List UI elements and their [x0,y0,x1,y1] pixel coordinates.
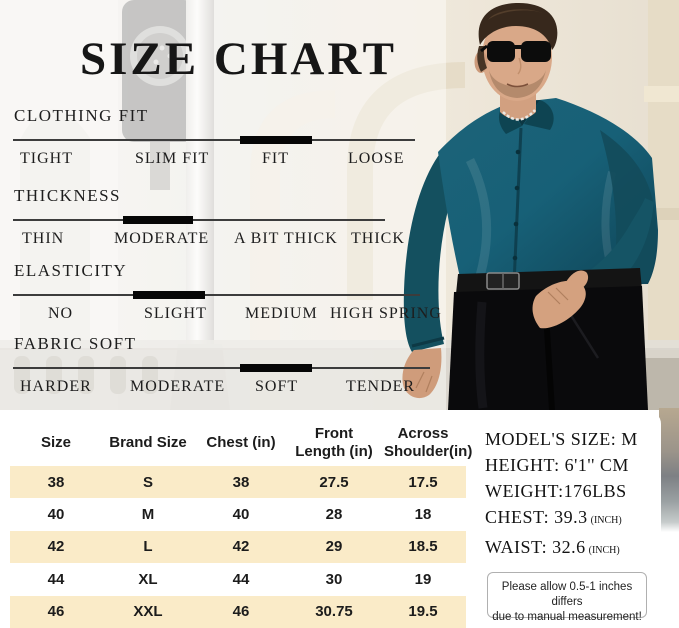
cell-size: 44 [47,570,65,588]
slider-option: SOFT [255,378,299,395]
left-hand [402,336,445,399]
cell-across-shoulder: 17.5 [408,473,438,491]
slider-option: A BIT THICK [234,230,338,247]
cell-brand-size: XXL [133,603,163,621]
slider-thickness: THICKNESS THIN MODERATE A BIT THICK THIC… [0,186,679,260]
cell-across-shoulder: 19 [414,570,432,588]
cell-size: 38 [47,473,65,491]
cell-brand-size: XL [138,570,158,588]
slider-option: LOOSE [348,150,405,167]
selected-range-indicator [123,216,193,224]
column-header: Chest (in) [206,433,276,451]
table-row: 46 XXL 46 30.75 19.5 [10,595,466,628]
slider-title: THICKNESS [14,186,122,205]
slider-option: NO [48,305,74,322]
page-title: SIZE CHART [80,33,397,85]
model-waist-line: WAIST: 32.6 (INCH) [485,537,620,557]
selected-range-indicator [133,291,205,299]
slider-track [13,364,430,372]
cell-across-shoulder: 18 [414,506,432,524]
cell-chest: 40 [232,506,250,524]
table-row: 42 L 42 29 18.5 [10,530,466,564]
model-figure [402,2,658,410]
photo-strip [659,408,679,532]
cell-across-shoulder: 19.5 [408,603,438,621]
column-header: Front Length (in) [295,425,373,460]
cell-chest: 44 [232,570,250,588]
cell-front-length: 27.5 [319,473,349,491]
cell-size: 40 [47,506,65,524]
model-head [474,2,558,101]
slider-track [13,216,385,224]
cell-brand-size: L [143,538,153,556]
slider-option: MEDIUM [245,305,318,322]
selected-range-indicator [240,136,312,144]
cell-brand-size: M [141,506,155,524]
table-row: 38 S 38 27.5 17.5 [10,466,466,499]
measurement-note: Please allow 0.5-1 inches differs due to… [487,572,647,623]
slider-option: SLIGHT [144,305,207,322]
slider-track [13,136,415,144]
cell-chest: 46 [232,603,250,621]
traffic-light [122,0,196,190]
model-height-line: HEIGHT: 6'1'' CM [485,455,629,475]
cell-front-length: 28 [325,506,343,524]
note-line-2: due to manual measurement! [492,611,642,623]
cell-chest: 38 [232,473,250,491]
cell-size: 42 [47,538,65,556]
slider-elasticity: ELASTICITY NO SLIGHT MEDIUM HIGH SPRING [0,261,679,335]
cell-front-length: 29 [325,538,343,556]
hand-in-pocket [532,270,589,329]
model-weight-line: WEIGHT:176LBS [485,481,627,501]
slider-title: CLOTHING FIT [14,106,149,125]
cell-chest: 42 [232,538,250,556]
slider-option: HARDER [20,378,92,395]
slider-option: FIT [262,150,289,167]
slider-option: TIGHT [20,150,73,167]
model-size-line: MODEL'S SIZE: M [485,429,638,449]
model-photo [0,0,679,410]
cell-front-length: 30.75 [315,603,353,621]
slider-option: THIN [22,230,65,247]
slider-option: THICK [351,230,405,247]
column-header: Across Shoulder(in) [384,425,473,460]
sunglasses [480,41,551,62]
slider-clothing-fit: CLOTHING FIT TIGHT SLIM FIT FIT LOOSE [0,106,679,180]
slider-fabric-soft: FABRIC SOFT HARDER MODERATE SOFT TENDER [0,334,679,408]
size-table: Size Brand Size Chest (in) Front Length … [10,419,473,628]
slider-option: HIGH SPRING [330,305,442,322]
slider-title: ELASTICITY [14,261,128,280]
table-row: 44 XL 44 30 19 [10,563,466,596]
size-table-header: Size Brand Size Chest (in) Front Length … [10,419,473,466]
slider-option: TENDER [346,378,416,395]
slider-title: FABRIC SOFT [14,334,137,353]
cell-size: 46 [47,603,65,621]
cell-brand-size: S [142,473,153,491]
table-row: 40 M 40 28 18 [10,498,466,531]
column-header: Brand Size [109,433,187,451]
slider-track [13,291,420,299]
model-chest-line: CHEST: 39.3 (INCH) [485,507,622,527]
slider-option: MODERATE [130,378,226,395]
column-header: Size [40,433,71,451]
cell-front-length: 30 [325,570,343,588]
slider-option: MODERATE [114,230,210,247]
selected-range-indicator [240,364,312,372]
cell-across-shoulder: 18.5 [408,538,438,556]
note-line-1: Please allow 0.5-1 inches differs [501,581,633,608]
slider-option: SLIM FIT [135,150,210,167]
